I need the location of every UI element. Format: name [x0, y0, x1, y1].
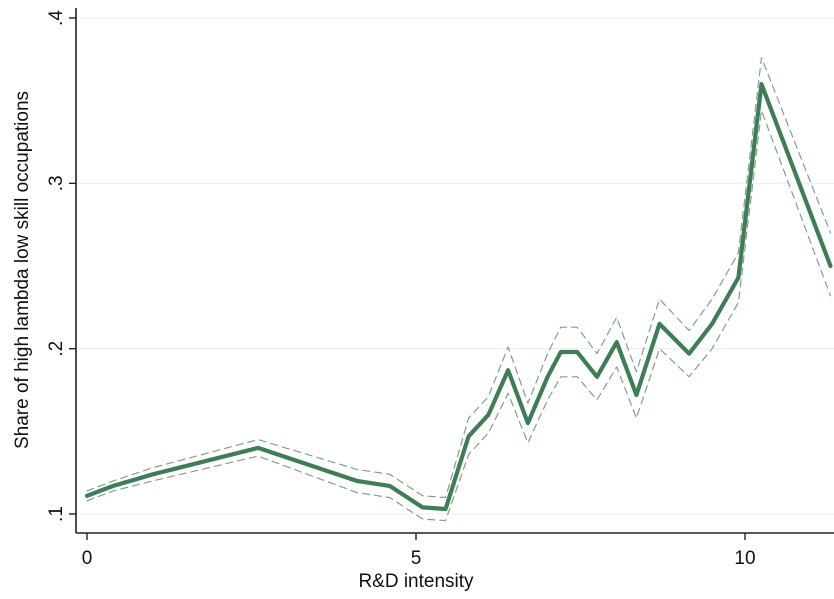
- tick-labels: .1 .2 .3 .4 0 5 10: [46, 10, 756, 569]
- gridlines: [76, 17, 834, 515]
- y-tick-label: .3: [46, 175, 67, 191]
- axes: [69, 8, 834, 540]
- x-axis-label: R&D intensity: [358, 571, 474, 592]
- y-tick-label: .1: [46, 506, 67, 522]
- x-tick-label: 0: [82, 548, 93, 569]
- x-tick-label: 5: [411, 548, 422, 569]
- series-line-lower-ci: [86, 109, 832, 522]
- series-line-estimate: [84, 81, 833, 512]
- series-line-upper-ci: [86, 57, 832, 499]
- y-tick-label: .4: [46, 10, 67, 26]
- y-tick-label: .2: [46, 341, 67, 357]
- x-tick-label: 10: [734, 548, 755, 569]
- y-axis-label: Share of high lambda low skill occupatio…: [12, 91, 33, 449]
- series-lines: [84, 57, 833, 522]
